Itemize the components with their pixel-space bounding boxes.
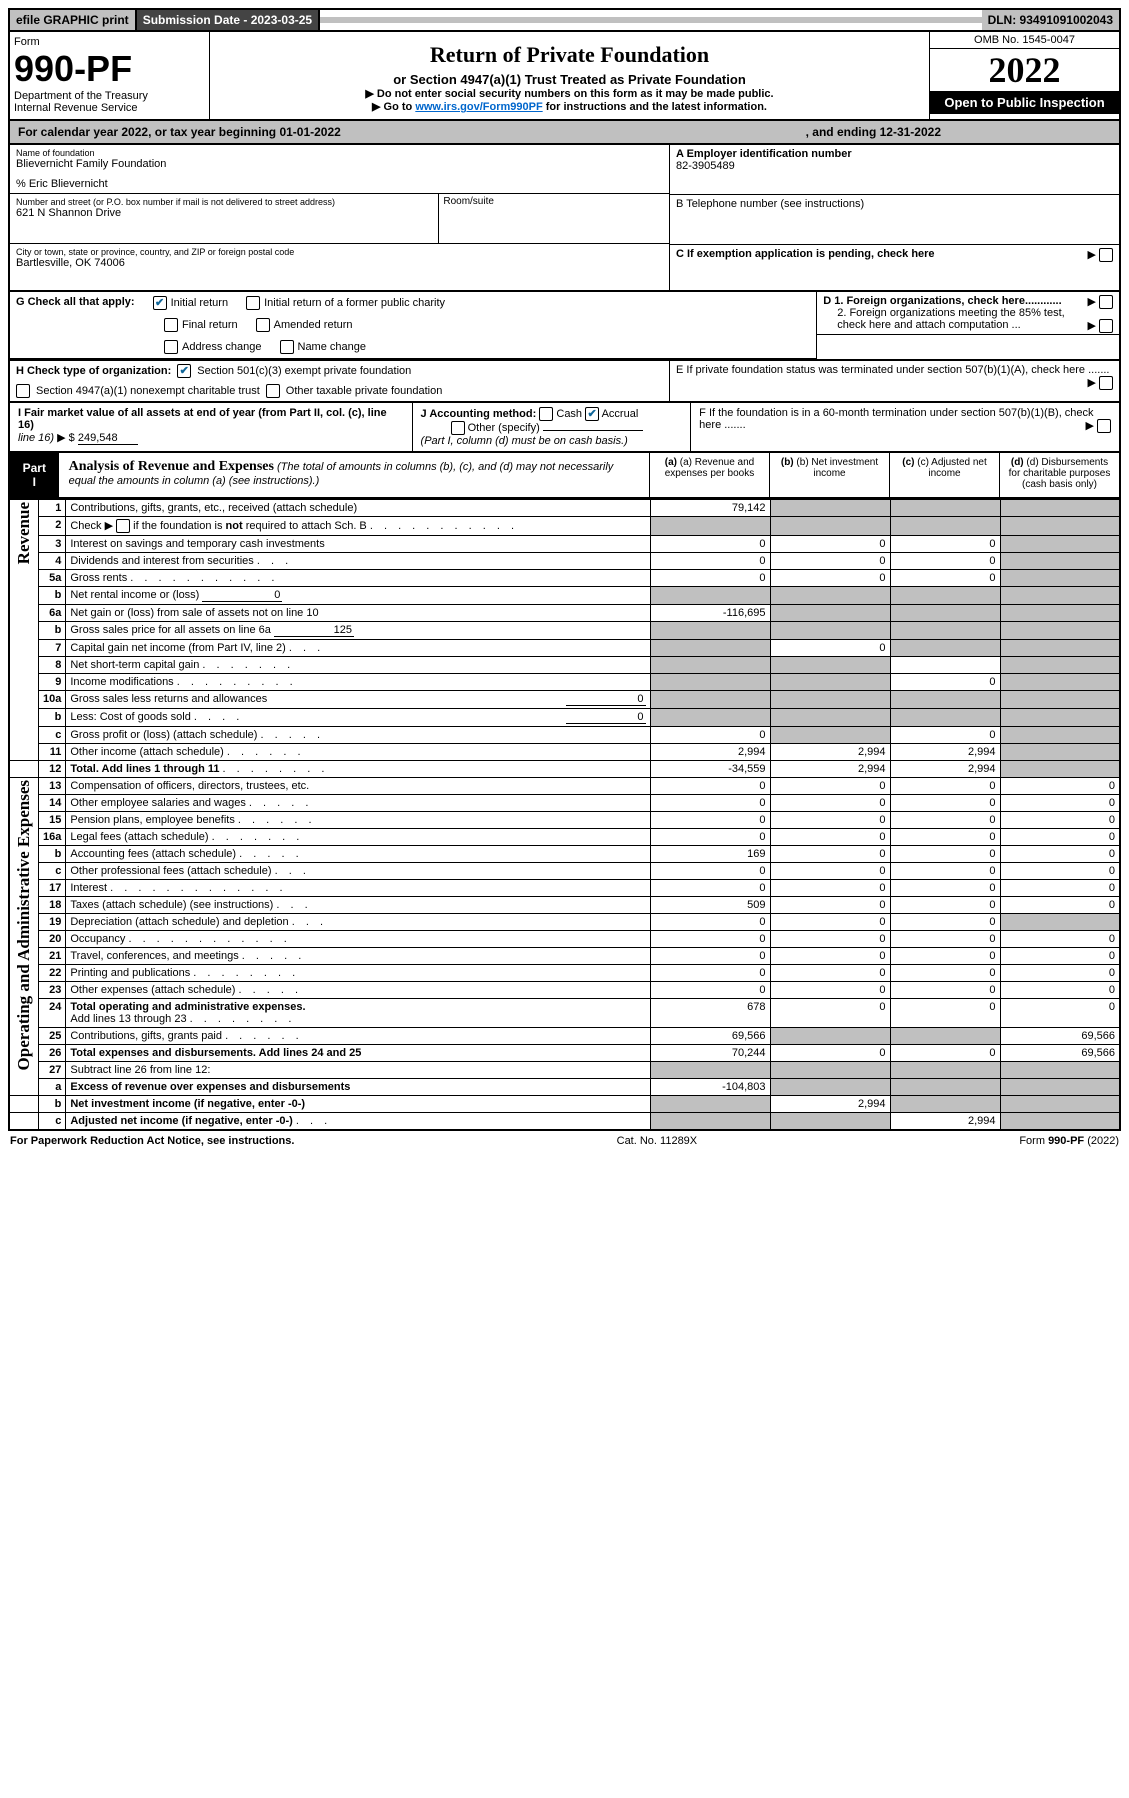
chk-other-method[interactable]	[451, 421, 465, 435]
chk-e[interactable]	[1099, 376, 1113, 390]
street-address: 621 N Shannon Drive	[16, 207, 663, 219]
chk-schB[interactable]	[116, 519, 130, 533]
col-b-head: (b) (b) Net investment income	[769, 453, 889, 497]
chk-f[interactable]	[1097, 419, 1111, 433]
calendar-year-row: For calendar year 2022, or tax year begi…	[8, 121, 1121, 145]
chk-name-change[interactable]	[280, 340, 294, 354]
header-left: Form 990-PF Department of the Treasury I…	[10, 32, 210, 119]
j-cell: J Accounting method: Cash ✔ Accrual Othe…	[413, 403, 692, 451]
submission-date: Submission Date - 2023-03-25	[137, 10, 320, 30]
chk-other-org[interactable]	[266, 384, 280, 398]
care-of: % Eric Blievernicht	[16, 178, 663, 190]
chk-cash[interactable]	[539, 407, 553, 421]
header-mid: Return of Private Foundation or Section …	[210, 32, 929, 119]
city-cell: City or town, state or province, country…	[10, 244, 669, 290]
ijf-block: I Fair market value of all assets at end…	[8, 403, 1121, 453]
city-state-zip: Bartlesville, OK 74006	[16, 257, 663, 269]
phone-cell: B Telephone number (see instructions)	[670, 195, 1119, 245]
chk-d1[interactable]	[1099, 295, 1113, 309]
top-bar: efile GRAPHIC print Submission Date - 20…	[8, 8, 1121, 32]
page-footer: For Paperwork Reduction Act Notice, see …	[8, 1131, 1121, 1151]
note-ssn: ▶ Do not enter social security numbers o…	[216, 87, 923, 100]
chk-accrual[interactable]: ✔	[585, 407, 599, 421]
chk-4947a1[interactable]	[16, 384, 30, 398]
col-c-head: (c) (c) Adjusted net income	[889, 453, 999, 497]
ein-cell: A Employer identification number 82-3905…	[670, 145, 1119, 195]
cal-end: , and ending 12-31-2022	[806, 125, 941, 139]
top-spacer	[320, 17, 981, 23]
paperwork-notice: For Paperwork Reduction Act Notice, see …	[10, 1135, 294, 1147]
form-word: Form	[14, 36, 205, 48]
open-inspection: Open to Public Inspection	[930, 91, 1119, 114]
part1-title: Analysis of Revenue and Expenses (The to…	[59, 453, 649, 497]
addr-cell: Number and street (or P.O. box number if…	[10, 194, 669, 244]
form-title: Return of Private Foundation	[216, 42, 923, 68]
check-c[interactable]	[1099, 248, 1113, 262]
form-number: 990-PF	[14, 48, 205, 90]
form-ref: Form 990-PF (2022)	[1019, 1135, 1119, 1147]
part1-table: Revenue 1Contributions, gifts, grants, e…	[8, 499, 1121, 1131]
chk-final[interactable]	[164, 318, 178, 332]
name-cell: Name of foundation Blievernicht Family F…	[10, 145, 669, 194]
irs: Internal Revenue Service	[14, 102, 205, 114]
g-checks: G Check all that apply: ✔Initial return …	[10, 292, 816, 358]
part1-header: Part I Analysis of Revenue and Expenses …	[8, 453, 1121, 499]
form-header: Form 990-PF Department of the Treasury I…	[8, 32, 1121, 121]
form-subtitle: or Section 4947(a)(1) Trust Treated as P…	[216, 72, 923, 87]
efile-label: efile GRAPHIC print	[10, 10, 137, 30]
room-suite: Room/suite	[438, 194, 498, 243]
col-d-head: (d) (d) Disbursements for charitable pur…	[999, 453, 1119, 497]
col-a-head: (a) (a) Revenue and expenses per books	[649, 453, 769, 497]
ein-value: 82-3905489	[676, 160, 1113, 172]
tax-year: 2022	[930, 49, 1119, 91]
header-right: OMB No. 1545-0047 2022 Open to Public In…	[929, 32, 1119, 119]
chk-addr-change[interactable]	[164, 340, 178, 354]
check-block: G Check all that apply: ✔Initial return …	[8, 292, 1121, 361]
cal-begin: For calendar year 2022, or tax year begi…	[18, 125, 341, 139]
f-cell: F If the foundation is in a 60-month ter…	[691, 403, 1119, 451]
chk-d2[interactable]	[1099, 319, 1113, 333]
chk-501c3[interactable]: ✔	[177, 364, 191, 378]
omb: OMB No. 1545-0047	[930, 32, 1119, 49]
e-cell: E If private foundation status was termi…	[670, 361, 1119, 379]
identity-block: Name of foundation Blievernicht Family F…	[8, 145, 1121, 292]
h-line2: Section 4947(a)(1) nonexempt charitable …	[10, 381, 669, 401]
h-block: H Check type of organization: ✔Section 5…	[8, 361, 1121, 403]
expenses-side: Operating and Administrative Expenses	[14, 780, 34, 1070]
part1-tag: Part I	[10, 453, 59, 497]
chk-amended[interactable]	[256, 318, 270, 332]
dept: Department of the Treasury	[14, 90, 205, 102]
form990pf-link[interactable]: www.irs.gov/Form990PF	[415, 101, 542, 113]
i-cell: I Fair market value of all assets at end…	[10, 403, 413, 451]
exemption-cell: C If exemption application is pending, c…	[670, 245, 1119, 263]
chk-initial-former[interactable]	[246, 296, 260, 310]
revenue-side: Revenue	[14, 502, 34, 564]
h-line1: H Check type of organization: ✔Section 5…	[10, 361, 669, 381]
d-cell: D 1. Foreign organizations, check here..…	[817, 292, 1119, 335]
cat-no: Cat. No. 11289X	[617, 1135, 698, 1147]
fmv-value: 249,548	[78, 432, 138, 445]
chk-initial[interactable]: ✔	[153, 296, 167, 310]
note-link: ▶ Go to www.irs.gov/Form990PF for instru…	[216, 100, 923, 113]
dln: DLN: 93491091002043	[982, 10, 1119, 30]
foundation-name: Blievernicht Family Foundation	[16, 158, 663, 170]
